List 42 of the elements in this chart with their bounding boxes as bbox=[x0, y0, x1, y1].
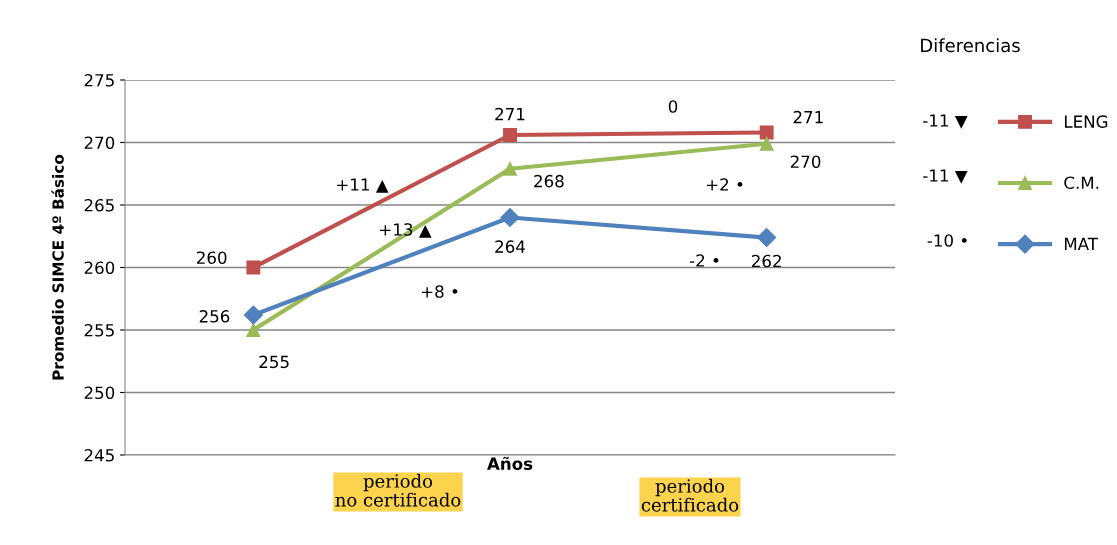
y-axis-title: Promedio SIMCE 4º Básico bbox=[51, 154, 64, 380]
annotation: +13 ▲ bbox=[380, 223, 432, 238]
legend-label: C.M. bbox=[1064, 176, 1099, 190]
annotation: 0 bbox=[668, 100, 678, 113]
y-tick-label: 260 bbox=[84, 261, 115, 275]
legend-label: LENG bbox=[1064, 115, 1108, 128]
text: periodo no certificado bbox=[335, 473, 461, 507]
data-label: 271 bbox=[495, 107, 525, 121]
annotation: +11 ▲ bbox=[337, 178, 389, 193]
data-label: 270 bbox=[790, 155, 821, 169]
text: periodo certificado bbox=[641, 478, 739, 512]
legend-label: MAT bbox=[1064, 237, 1099, 250]
point bbox=[503, 128, 517, 142]
point bbox=[757, 227, 777, 248]
annotation: +2 • bbox=[706, 178, 743, 191]
point bbox=[243, 305, 263, 325]
data-label: 271 bbox=[793, 110, 823, 124]
x-axis-title: Años bbox=[487, 456, 533, 470]
point bbox=[759, 125, 774, 140]
annotation: +8 • bbox=[421, 285, 458, 298]
data-label: 260 bbox=[196, 251, 227, 264]
data-label: 256 bbox=[199, 310, 230, 323]
data-label: 262 bbox=[751, 254, 781, 268]
y-tick-label: 255 bbox=[84, 323, 114, 337]
point bbox=[500, 207, 520, 228]
point bbox=[759, 136, 774, 151]
data-label: 268 bbox=[534, 174, 564, 188]
data-label: 264 bbox=[495, 240, 525, 253]
data-label: 255 bbox=[259, 355, 289, 369]
text: -10 • bbox=[927, 234, 967, 247]
text: -11 ▼ bbox=[923, 169, 968, 184]
y-tick-label: 250 bbox=[84, 386, 115, 400]
text: -11 ▼ bbox=[923, 114, 968, 129]
point bbox=[246, 323, 261, 337]
y-tick-label: 275 bbox=[84, 73, 114, 87]
y-tick-label: 270 bbox=[84, 136, 115, 150]
y-tick-label: 245 bbox=[84, 448, 114, 462]
point bbox=[503, 161, 517, 176]
annotation: -2 • bbox=[689, 254, 719, 267]
y-tick-label: 265 bbox=[84, 198, 114, 212]
point bbox=[246, 260, 261, 275]
text: Diferencias bbox=[921, 38, 1020, 53]
